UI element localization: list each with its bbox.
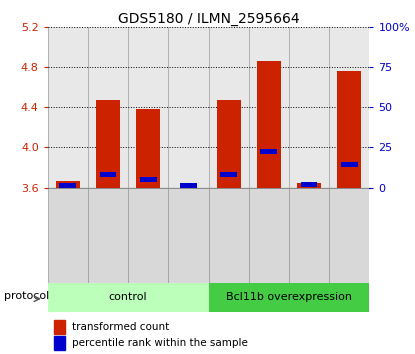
Text: transformed count: transformed count bbox=[72, 322, 169, 332]
Bar bbox=[300, 182, 317, 187]
Bar bbox=[249, 188, 289, 283]
Title: GDS5180 / ILMN_2595664: GDS5180 / ILMN_2595664 bbox=[118, 12, 299, 25]
Bar bbox=[220, 172, 237, 177]
Text: Bcl11b overexpression: Bcl11b overexpression bbox=[226, 292, 352, 302]
Bar bbox=[168, 188, 209, 283]
Bar bbox=[289, 27, 329, 188]
Bar bbox=[48, 283, 209, 312]
Bar bbox=[209, 27, 249, 188]
Bar bbox=[329, 188, 369, 283]
Bar bbox=[337, 71, 361, 188]
Bar bbox=[136, 109, 160, 188]
Text: control: control bbox=[109, 292, 147, 302]
Bar bbox=[260, 149, 277, 154]
Bar bbox=[48, 27, 88, 188]
Bar bbox=[209, 283, 369, 312]
Bar bbox=[341, 162, 358, 167]
Bar bbox=[209, 188, 249, 283]
Bar bbox=[257, 61, 281, 188]
Bar bbox=[329, 27, 369, 188]
Bar bbox=[96, 100, 120, 188]
Bar bbox=[54, 336, 66, 350]
Bar bbox=[56, 181, 80, 188]
Bar bbox=[54, 320, 66, 334]
Bar bbox=[180, 183, 197, 188]
Bar bbox=[128, 188, 168, 283]
Bar bbox=[48, 188, 88, 283]
Bar bbox=[59, 183, 76, 188]
Bar bbox=[297, 183, 321, 188]
Text: percentile rank within the sample: percentile rank within the sample bbox=[72, 338, 248, 348]
Bar bbox=[88, 188, 128, 283]
Bar bbox=[88, 27, 128, 188]
Bar bbox=[100, 172, 117, 177]
Bar bbox=[168, 27, 209, 188]
Text: protocol: protocol bbox=[4, 291, 49, 301]
Bar bbox=[289, 188, 329, 283]
Bar bbox=[249, 27, 289, 188]
Bar bbox=[217, 100, 241, 188]
Bar bbox=[128, 27, 168, 188]
Bar bbox=[140, 177, 157, 182]
